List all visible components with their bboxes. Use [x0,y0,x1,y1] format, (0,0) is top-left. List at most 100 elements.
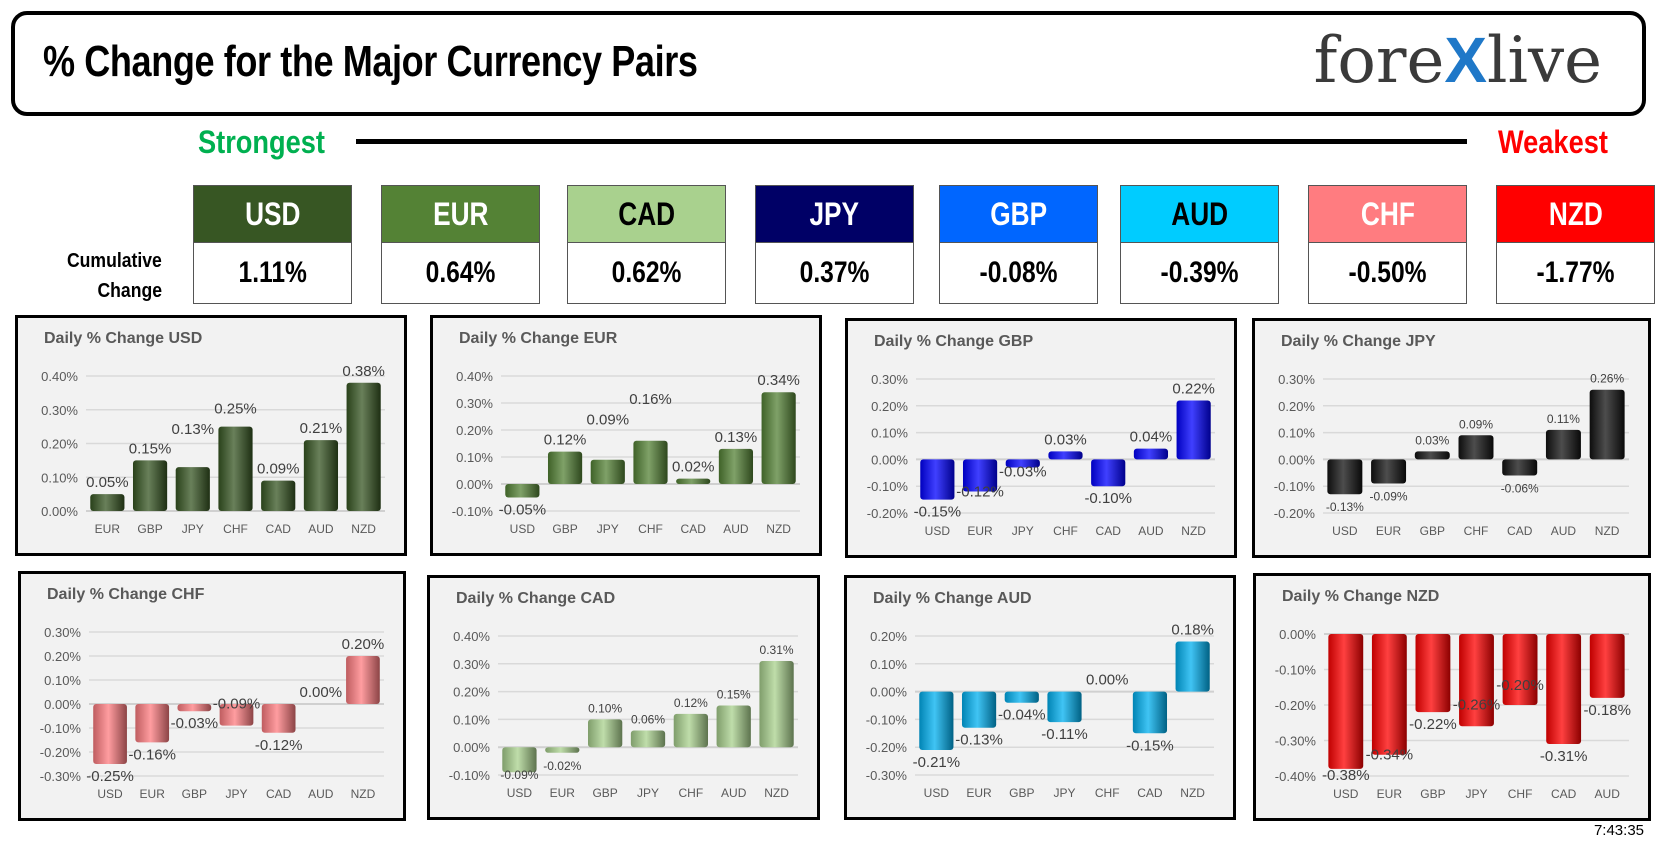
data-label: 0.15% [129,440,172,457]
y-tick-label: -0.40% [1275,769,1317,784]
daily-change-chart: Daily % Change GBP -0.20% -0.10% 0.00% 0.10%… [845,318,1237,558]
data-label: 0.02% [672,459,715,476]
data-label: -0.25% [86,768,134,785]
data-label: -0.03% [171,715,219,732]
cumulative-value: 0.64% [381,243,540,304]
bar-eur [545,747,580,753]
bar-chf [1458,435,1494,460]
cumulative-value: 0.62% [567,243,726,304]
x-tick-label: NZD [351,522,376,536]
y-tick-label: -0.30% [40,769,82,784]
x-tick-label: CAD [266,787,292,801]
data-label: -0.18% [1583,702,1631,719]
data-label: -0.02% [543,759,581,773]
x-tick-label: CHF [1095,786,1120,800]
bar-gbp [588,719,623,748]
data-label: 0.15% [717,688,751,702]
y-tick-label: 0.10% [870,657,907,672]
x-tick-label: USD [510,522,536,536]
data-label: -0.16% [128,746,176,763]
y-tick-label: -0.10% [1274,479,1316,494]
x-tick-label: GBP [1009,786,1034,800]
x-tick-label: CAD [1096,524,1122,538]
data-label: 0.10% [588,701,622,715]
cumulative-value: -0.08% [939,243,1098,304]
currency-code: AUD [1120,185,1279,243]
chart-title: Daily % Change JPY [1281,333,1436,350]
x-tick-label: JPY [225,787,247,801]
daily-change-chart: Daily % Change AUD -0.30% -0.20% -0.10% 0.00… [844,575,1236,820]
x-tick-label: CHF [638,522,663,536]
data-label: -0.12% [956,484,1004,501]
x-tick-label: CAD [1137,786,1163,800]
bar-nzd [761,392,796,484]
bar-chf [1502,634,1538,705]
y-tick-label: 0.20% [456,423,493,438]
chart-title: Daily % Change AUD [873,590,1032,607]
data-label: -0.26% [1453,696,1501,713]
bar-nzd [346,656,380,704]
bar-aud [718,448,754,484]
y-tick-label: -0.20% [867,506,909,521]
x-tick-label: NZD [764,786,789,800]
x-tick-label: CHF [1053,524,1078,538]
data-label: -0.15% [914,504,962,521]
x-tick-label: USD [1333,787,1359,801]
x-tick-label: USD [925,524,951,538]
x-tick-label: USD [97,787,123,801]
bar-chf [218,426,253,511]
x-tick-label: JPY [1053,786,1075,800]
x-tick-label: GBP [1420,524,1445,538]
x-tick-label: CAD [681,522,707,536]
daily-change-chart: Daily % Change CHF -0.30% -0.20% -0.10% 0.00… [18,571,406,821]
cumulative-change-label: Cumulative Change [66,250,162,302]
daily-change-chart: Daily % Change JPY -0.20% -0.10% 0.00% 0.10%… [1252,318,1651,558]
bar-nzd [1175,641,1210,692]
cumulative-value: 1.11% [193,243,352,304]
x-tick-label: CHF [223,522,248,536]
bar-aud [716,705,751,748]
data-label: 0.06% [631,713,665,727]
x-tick-label: EUR [1377,787,1403,801]
bar-chart: -0.20% -0.10% 0.00% 0.10% 0.20% 0.30% USD -0.15… [867,372,1215,538]
y-tick-label: -0.10% [452,504,494,519]
bar-usd [1328,634,1364,769]
bar-eur [135,704,170,743]
y-tick-label: -0.20% [1275,698,1317,713]
y-tick-label: -0.10% [866,712,908,727]
x-tick-label: EUR [966,786,992,800]
x-tick-label: NZD [1595,524,1620,538]
data-label: 0.12% [544,432,587,449]
bar-jpy [590,459,625,484]
x-tick-label: NZD [1180,786,1205,800]
currency-box-eur: EUR 0.64% [381,185,540,304]
bar-eur [961,691,997,728]
bar-jpy [1005,459,1040,468]
x-tick-label: GBP [1420,787,1445,801]
data-label: -0.15% [1126,737,1174,754]
data-label: 0.09% [1459,417,1493,431]
data-label: -0.10% [1084,490,1132,507]
bar-cad [261,704,296,733]
data-label: -0.12% [255,737,303,754]
data-label: 0.04% [1130,429,1173,446]
bar-chart: -0.10% 0.00% 0.10% 0.20% 0.30% 0.40% USD -0.05%… [452,369,800,536]
bar-usd [93,704,127,764]
data-label: 0.21% [300,420,343,437]
x-tick-label: CAD [266,522,292,536]
chart-title: Daily % Change EUR [459,330,618,347]
forexlive-logo: foreXlive [1313,24,1602,98]
data-label: 0.00% [1086,672,1129,689]
bar-gbp [547,451,583,484]
x-tick-label: USD [1332,524,1358,538]
x-tick-label: GBP [182,787,207,801]
x-tick-label: JPY [637,786,659,800]
data-label: 0.34% [757,372,800,389]
timestamp: 7:43:35 [1593,822,1644,839]
y-tick-label: 0.20% [1278,399,1315,414]
currency-code: USD [193,185,352,243]
data-label: -0.09% [213,696,261,713]
bar-aud [1545,429,1581,460]
x-tick-label: AUD [1551,524,1577,538]
